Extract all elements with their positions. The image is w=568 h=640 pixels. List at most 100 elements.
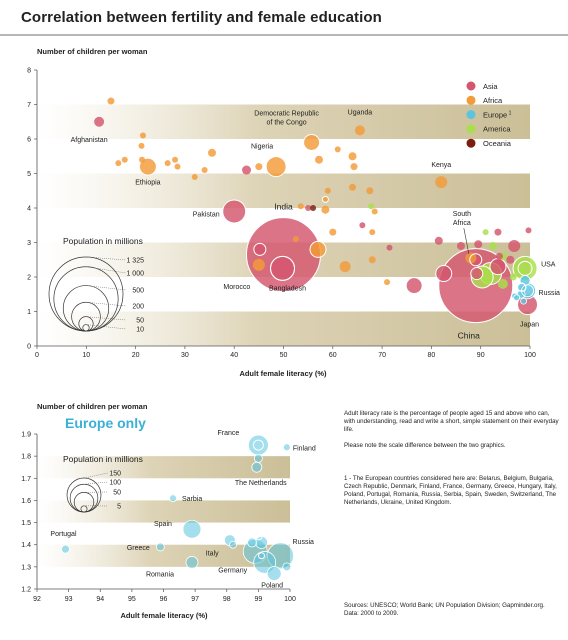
point-outline (517, 260, 533, 276)
x-tick-label: 97 (191, 596, 199, 603)
y-tick-label: 1.6 (21, 498, 31, 505)
grid-band (37, 544, 290, 567)
grid-band (37, 500, 290, 523)
point-afghanistan (94, 116, 105, 127)
data-point (321, 205, 330, 214)
point-poland (266, 566, 282, 581)
legend-swatch-europe (466, 110, 476, 120)
point-outline (517, 282, 527, 292)
label-europe-romania: Romania (146, 571, 174, 578)
point-kenya (435, 176, 448, 189)
point-ethiopia (138, 157, 157, 176)
x-tick-label: 10 (82, 352, 90, 359)
label-uganda: Uganda (348, 109, 373, 116)
data-point (297, 203, 304, 210)
x-tick-label: 70 (378, 352, 386, 359)
note-europe-countries: 1 - The European countries considered he… (344, 474, 557, 507)
size-legend-value: 500 (132, 288, 144, 295)
legend-label-asia: Asia (483, 82, 498, 91)
data-point (139, 132, 146, 139)
x-tick-label: 30 (181, 352, 189, 359)
size-legend-leader (83, 472, 109, 479)
y-tick-label: 7 (27, 102, 31, 109)
point-the-netherlands (251, 461, 263, 473)
y-tick-label: 0 (27, 344, 31, 351)
data-point (348, 152, 357, 161)
point-outline (258, 552, 266, 560)
y-tick-label: 1.9 (21, 432, 31, 439)
point-outline (469, 253, 483, 267)
data-point (247, 537, 257, 548)
data-point (384, 279, 391, 286)
label-afghanistan: Afghanistan (71, 137, 108, 144)
y-tick-label: 1.4 (21, 542, 31, 549)
x-tick-label: 60 (329, 352, 337, 359)
data-point (434, 236, 443, 245)
data-point (139, 156, 146, 163)
data-point (201, 167, 208, 174)
data-point (474, 240, 483, 249)
label-kenya: Kenya (431, 162, 451, 169)
label-europe-russia: Russia (293, 539, 315, 546)
data-point (324, 187, 331, 194)
size-legend-leader (85, 266, 127, 274)
europe-only-title: Europe only (65, 415, 146, 431)
data-point (253, 243, 266, 256)
label-india: India (274, 202, 293, 212)
size-legend-value: 5 (117, 504, 121, 511)
data-point (456, 241, 465, 250)
y-tick-label: 5 (27, 171, 31, 178)
data-point (489, 258, 507, 276)
label-europe-greece: Greece (127, 545, 150, 552)
data-point (470, 267, 483, 280)
data-point (255, 163, 263, 171)
point-romania (185, 556, 199, 569)
note-literacy: Adult literacy rate is the percentage of… (344, 410, 559, 434)
data-point (208, 148, 217, 157)
point-portugal (61, 544, 70, 554)
x-tick-label: 80 (428, 352, 436, 359)
point-greece (155, 542, 165, 552)
label-europe-poland: Poland (261, 583, 283, 590)
size-legend-value: 50 (136, 318, 144, 325)
data-point (282, 562, 292, 572)
data-point (366, 187, 374, 195)
data-point (292, 236, 299, 243)
data-point (115, 160, 122, 167)
data-point (405, 277, 423, 295)
data-point (513, 294, 521, 302)
label-japan: Japan (520, 322, 539, 329)
size-legend-title: Population in millions (63, 236, 143, 246)
data-point (138, 142, 145, 149)
y-tick-label: 1 (27, 309, 31, 316)
point-uganda (354, 125, 365, 136)
label-pakistan: Pakistan (193, 211, 220, 218)
label-south-africa: South Africa (453, 211, 471, 227)
sources-note: Sources: UNESCO; World Bank; UN Populati… (344, 602, 545, 618)
label-europe-france: France (217, 430, 239, 437)
point-france (247, 434, 269, 456)
data-point (386, 244, 393, 251)
data-point (349, 183, 357, 191)
legend-label-america: America (483, 125, 511, 134)
grid-band (37, 104, 530, 139)
y-axis-label-europe: Number of children per woman (37, 402, 148, 411)
x-tick-label: 95 (128, 596, 136, 603)
data-point (107, 97, 115, 105)
title-bar: Correlation between fertility and female… (0, 0, 568, 36)
y-axis-label: Number of children per woman (37, 47, 148, 56)
data-point (242, 165, 252, 175)
data-point (305, 205, 312, 211)
size-legend-value: 200 (132, 304, 144, 311)
point-outline (521, 284, 535, 298)
x-axis-label-europe: Adult female literacy (%) (120, 611, 208, 620)
legend-label-europe: Europe 1 (483, 110, 512, 119)
data-point (506, 255, 515, 264)
data-point (350, 163, 358, 171)
legend-swatch-oceania (466, 138, 476, 148)
label-europe-italy: Italy (206, 550, 219, 557)
x-tick-label: 40 (230, 352, 238, 359)
legend-swatch-america (466, 124, 476, 134)
y-tick-label: 3 (27, 240, 31, 247)
x-tick-label: 90 (477, 352, 485, 359)
